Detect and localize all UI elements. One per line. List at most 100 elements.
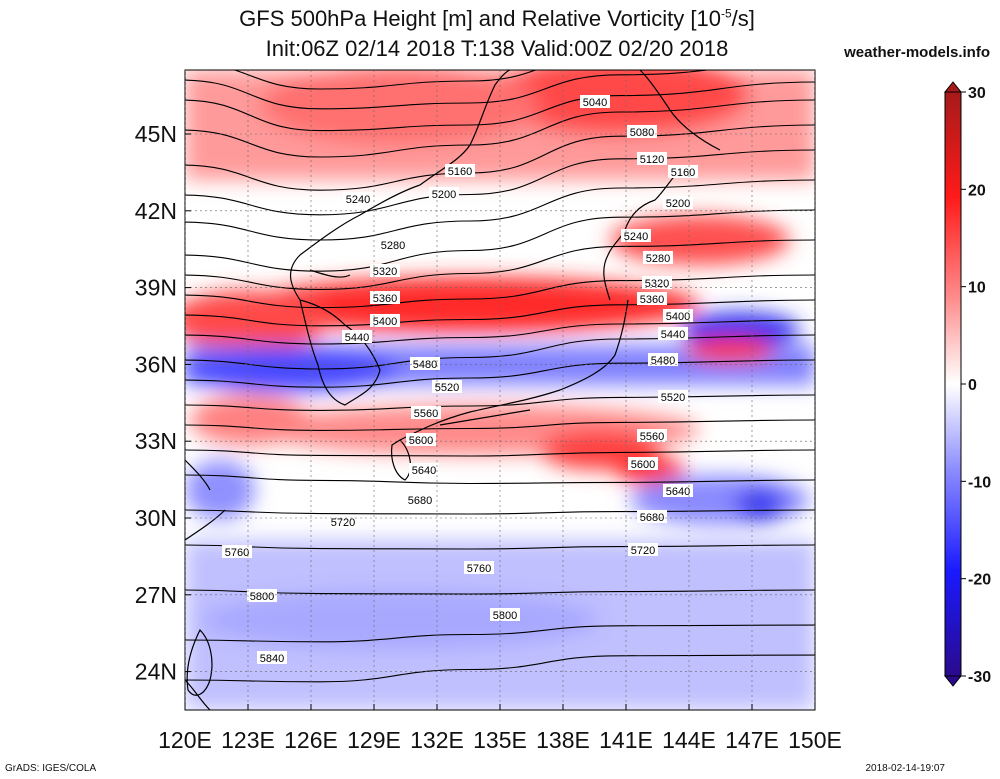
contour-label: 5640: [409, 463, 439, 477]
contour-label: 5360: [370, 291, 400, 305]
contour-label: 5520: [432, 380, 462, 394]
contour-label: 5680: [637, 510, 667, 524]
svg-text:5800: 5800: [250, 591, 274, 603]
graticule: [185, 70, 815, 710]
height-contour: [185, 359, 815, 388]
contour-label: 5200: [663, 196, 693, 210]
colorbar-tick-label: -20: [968, 572, 991, 589]
colorbar-top-arrow: [943, 81, 963, 93]
contour-label: 5560: [637, 429, 667, 443]
svg-text:5480: 5480: [651, 355, 675, 367]
lat-tick-label: 27N: [135, 582, 177, 608]
lon-tick-label: 129E: [347, 727, 401, 753]
contour-label: 5040: [580, 95, 610, 109]
colorbar-tick-label: -10: [968, 474, 991, 491]
height-contour: [185, 544, 815, 550]
contour-label: 5200: [429, 187, 459, 201]
height-contour: [185, 474, 815, 485]
height-contour: [185, 589, 815, 595]
height-contour: [185, 179, 815, 241]
height-contour: [185, 449, 815, 457]
lat-tick-label: 33N: [135, 428, 177, 454]
height-contour: [185, 299, 815, 327]
svg-text:5440: 5440: [661, 329, 685, 341]
svg-text:5200: 5200: [666, 198, 690, 210]
lon-tick-label: 132E: [410, 727, 464, 753]
contour-labels: 5040 5080 5120 5160 5160 5200 5200 5240 5240 5280…: [222, 95, 698, 665]
contour-label: 5800: [247, 589, 277, 603]
contour-label: 5720: [328, 515, 358, 529]
svg-text:5840: 5840: [260, 653, 284, 665]
svg-text:5240: 5240: [624, 231, 648, 243]
contour-label: 5440: [342, 330, 372, 344]
lon-tick-label: 147E: [725, 727, 779, 753]
height-contour: [185, 274, 815, 309]
svg-text:5160: 5160: [671, 167, 695, 179]
lon-tick-label: 144E: [662, 727, 716, 753]
svg-text:5320: 5320: [373, 266, 397, 278]
height-contour: [185, 334, 815, 370]
colorbar-strip: [944, 91, 962, 677]
lat-tick-label: 30N: [135, 505, 177, 531]
footer-left: GrADS: IGES/COLA: [5, 763, 97, 774]
svg-text:5400: 5400: [373, 316, 397, 328]
svg-text:5640: 5640: [412, 465, 436, 477]
height-contour: [185, 99, 815, 158]
lon-tick-label: 141E: [599, 727, 653, 753]
lat-tick-label: 39N: [135, 275, 177, 301]
svg-text:5360: 5360: [640, 294, 664, 306]
colorbar: 30 20 10 0 -10 -20 -30: [943, 81, 991, 687]
svg-text:5520: 5520: [661, 392, 685, 404]
height-contour: [185, 624, 815, 643]
svg-text:5040: 5040: [583, 97, 607, 109]
svg-text:5720: 5720: [331, 517, 355, 529]
lon-tick-label: 123E: [221, 727, 275, 753]
colorbar-tick-label: 10: [968, 280, 986, 297]
contour-label: 5440: [658, 327, 688, 341]
svg-text:5200: 5200: [432, 189, 456, 201]
contour-label: 5400: [370, 314, 400, 328]
title-line-1: GFS 500hPa Height [m] and Relative Vorti…: [239, 6, 755, 31]
axis-ticks: 120E 123E 126E 129E 132E 135E 138E 141E 144E 147E…: [135, 121, 842, 753]
contour-label: 5320: [370, 264, 400, 278]
svg-text:5440: 5440: [345, 332, 369, 344]
footer-right: 2018-02-14-19:07: [865, 763, 945, 774]
svg-text:5160: 5160: [448, 166, 472, 178]
height-contour: [185, 209, 815, 272]
contour-label: 5280: [643, 251, 673, 265]
svg-text:5480: 5480: [413, 359, 437, 371]
contour-label: 5640: [663, 484, 693, 498]
lat-tick-label: 36N: [135, 351, 177, 377]
colorbar-tick-label: 20: [968, 182, 986, 199]
colorbar-bottom-arrow: [943, 675, 963, 687]
height-contour: [185, 81, 815, 132]
svg-text:5760: 5760: [467, 563, 491, 575]
svg-text:5680: 5680: [408, 495, 432, 507]
lon-tick-label: 138E: [536, 727, 590, 753]
height-contour: [232, 70, 538, 90]
height-contour: [185, 654, 815, 683]
lon-tick-label: 135E: [473, 727, 527, 753]
contour-label: 5240: [621, 229, 651, 243]
colorbar-tick-label: 0: [968, 377, 977, 394]
contour-label: 5080: [627, 125, 657, 139]
lon-tick-label: 126E: [284, 727, 338, 753]
contour-label: 5600: [406, 433, 436, 447]
lon-tick-label: 120E: [158, 727, 212, 753]
contour-label: 5120: [637, 152, 667, 166]
svg-text:5240: 5240: [346, 194, 370, 206]
contour-label: 5800: [490, 608, 520, 622]
contour-label: 5680: [405, 493, 435, 507]
svg-text:5520: 5520: [435, 382, 459, 394]
contour-label: 5280: [378, 238, 408, 252]
contour-label: 5760: [222, 545, 252, 559]
contour-label: 5560: [411, 406, 441, 420]
height-contour: [185, 394, 815, 411]
contour-label: 5720: [628, 543, 658, 557]
contour-label: 5840: [257, 651, 287, 665]
height-contour: [185, 124, 815, 191]
svg-text:5400: 5400: [666, 311, 690, 323]
contour-label: 5600: [628, 457, 658, 471]
colorbar-tick-label: 30: [968, 85, 986, 102]
